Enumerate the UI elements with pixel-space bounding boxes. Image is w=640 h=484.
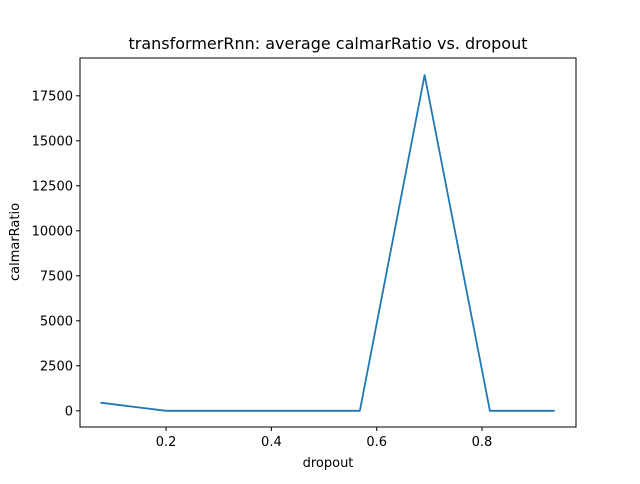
series-line-0 bbox=[100, 74, 555, 412]
x-tick-label: 0.8 bbox=[472, 435, 493, 450]
plot-frame bbox=[79, 57, 577, 428]
y-tick-label: 5000 bbox=[40, 314, 73, 329]
y-axis-label: calmarRatio bbox=[8, 203, 23, 281]
y-tick-label: 0 bbox=[65, 404, 73, 419]
x-tick-label: 0.2 bbox=[156, 435, 177, 450]
x-tick-label: 0.6 bbox=[366, 435, 387, 450]
y-tick-label: 15000 bbox=[32, 134, 73, 149]
chart-title: transformerRnn: average calmarRatio vs. … bbox=[128, 34, 527, 53]
y-axis-ticks: 0 2500 5000 7500 10000 12500 15000 17500 bbox=[32, 89, 80, 419]
y-tick-label: 2500 bbox=[40, 359, 73, 374]
y-tick-label: 7500 bbox=[40, 269, 73, 284]
y-tick-label: 12500 bbox=[32, 179, 73, 194]
y-tick-label: 10000 bbox=[32, 224, 73, 239]
plot-lines bbox=[100, 74, 555, 412]
x-tick-label: 0.4 bbox=[261, 435, 282, 450]
x-axis-ticks: 0.2 0.4 0.6 0.8 bbox=[156, 427, 493, 450]
y-tick-label: 17500 bbox=[32, 89, 73, 104]
x-axis-label: dropout bbox=[303, 456, 354, 471]
